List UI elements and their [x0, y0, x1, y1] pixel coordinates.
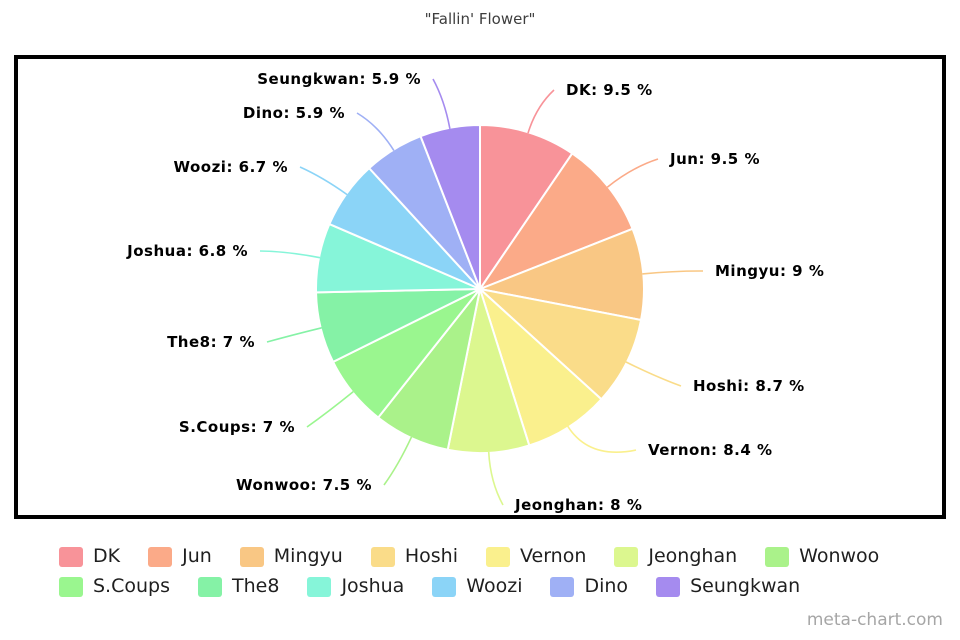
- leader-line-jeonghan: [487, 451, 504, 506]
- legend-swatch-jun: [148, 546, 173, 567]
- legend-item-woozi[interactable]: Woozi: [432, 576, 522, 597]
- legend-label: Joshua: [341, 575, 405, 597]
- slice-label-jeonghan: Jeonghan: 8 %: [514, 496, 642, 514]
- leader-line-wonwoo: [383, 436, 413, 486]
- legend: DK Jun Mingyu Hoshi Vernon Jeonghan Wonwoo S.Co…: [59, 546, 879, 597]
- legend-label: The8: [232, 575, 280, 597]
- slice-label-joshua: Joshua: 6.8 %: [126, 242, 248, 260]
- legend-label: Jun: [182, 545, 212, 567]
- legend-label: Seungkwan: [690, 575, 801, 597]
- legend-label: S.Coups: [93, 575, 170, 597]
- legend-swatch-dino: [550, 576, 575, 597]
- slice-label-woozi: Woozi: 6.7 %: [173, 158, 288, 176]
- chart-title: "Fallin' Flower": [424, 10, 536, 28]
- leader-line-dino: [356, 112, 395, 152]
- legend-swatch-woozi: [432, 576, 457, 597]
- legend-label: Woozi: [466, 575, 523, 597]
- legend-item-the8[interactable]: The8: [198, 576, 279, 597]
- legend-swatch-hoshi: [370, 546, 395, 567]
- legend-label: Dino: [584, 575, 629, 597]
- leader-line-mingyu: [642, 270, 704, 275]
- legend-label: Hoshi: [404, 545, 458, 567]
- legend-label: Wonwoo: [799, 545, 880, 567]
- legend-label: DK: [93, 545, 121, 567]
- legend-swatch-the8: [198, 576, 222, 597]
- slice-label-dk: DK: 9.5 %: [566, 81, 653, 99]
- legend-item-wonwoo[interactable]: Wonwoo: [765, 546, 879, 567]
- legend-item-hoshi[interactable]: Hoshi: [370, 545, 458, 567]
- legend-label: Vernon: [519, 545, 587, 567]
- legend-swatch-vernon: [485, 546, 510, 567]
- leader-line-hoshi: [625, 361, 682, 387]
- legend-item-jeonghan[interactable]: Jeonghan: [614, 546, 737, 567]
- legend-item-s-coups[interactable]: S.Coups: [59, 576, 170, 597]
- leader-line-s-coups: [306, 390, 354, 428]
- legend-item-jun[interactable]: Jun: [148, 546, 212, 567]
- legend-swatch-seungkwan: [656, 576, 681, 597]
- leader-line-joshua: [259, 250, 321, 259]
- watermark-link[interactable]: meta-chart.com: [806, 610, 943, 630]
- legend-item-seungkwan[interactable]: Seungkwan: [656, 576, 800, 597]
- legend-item-joshua[interactable]: Joshua: [307, 576, 404, 597]
- legend-label: Mingyu: [273, 545, 343, 567]
- legend-label: Jeonghan: [648, 545, 738, 567]
- leader-line-dk: [527, 89, 555, 134]
- legend-swatch-joshua: [307, 576, 332, 597]
- legend-item-dino[interactable]: Dino: [550, 576, 628, 597]
- leader-line-the8: [266, 327, 322, 343]
- legend-item-dk[interactable]: DK: [59, 546, 120, 567]
- leader-line-woozi: [299, 166, 348, 196]
- slice-label-jun: Jun: 9.5 %: [669, 150, 760, 168]
- leader-line-jun: [606, 158, 659, 188]
- legend-swatch-dk: [59, 546, 83, 567]
- slice-label-wonwoo: Wonwoo: 7.5 %: [236, 476, 372, 494]
- legend-item-vernon[interactable]: Vernon: [485, 545, 587, 567]
- legend-swatch-wonwoo: [765, 546, 790, 567]
- legend-swatch-s-coups: [59, 576, 83, 597]
- legend-row: DK Jun Mingyu Hoshi Vernon Jeonghan Wonwoo: [59, 546, 879, 567]
- legend-item-mingyu[interactable]: Mingyu: [239, 545, 343, 567]
- slice-label-seungkwan: Seungkwan: 5.9 %: [257, 70, 421, 88]
- leader-line-vernon: [567, 425, 637, 453]
- slice-label-vernon: Vernon: 8.4 %: [648, 441, 773, 459]
- legend-row: S.Coups The8 Joshua Woozi Dino Seungkwan: [59, 576, 879, 597]
- slice-label-s-coups: S.Coups: 7 %: [179, 418, 295, 436]
- legend-swatch-jeonghan: [614, 546, 639, 567]
- leader-line-seungkwan: [432, 78, 451, 129]
- slice-label-mingyu: Mingyu: 9 %: [715, 262, 824, 280]
- slice-label-hoshi: Hoshi: 8.7 %: [693, 377, 805, 395]
- legend-swatch-mingyu: [239, 546, 264, 567]
- slice-label-the8: The8: 7 %: [167, 333, 255, 351]
- slice-label-dino: Dino: 5.9 %: [243, 104, 345, 122]
